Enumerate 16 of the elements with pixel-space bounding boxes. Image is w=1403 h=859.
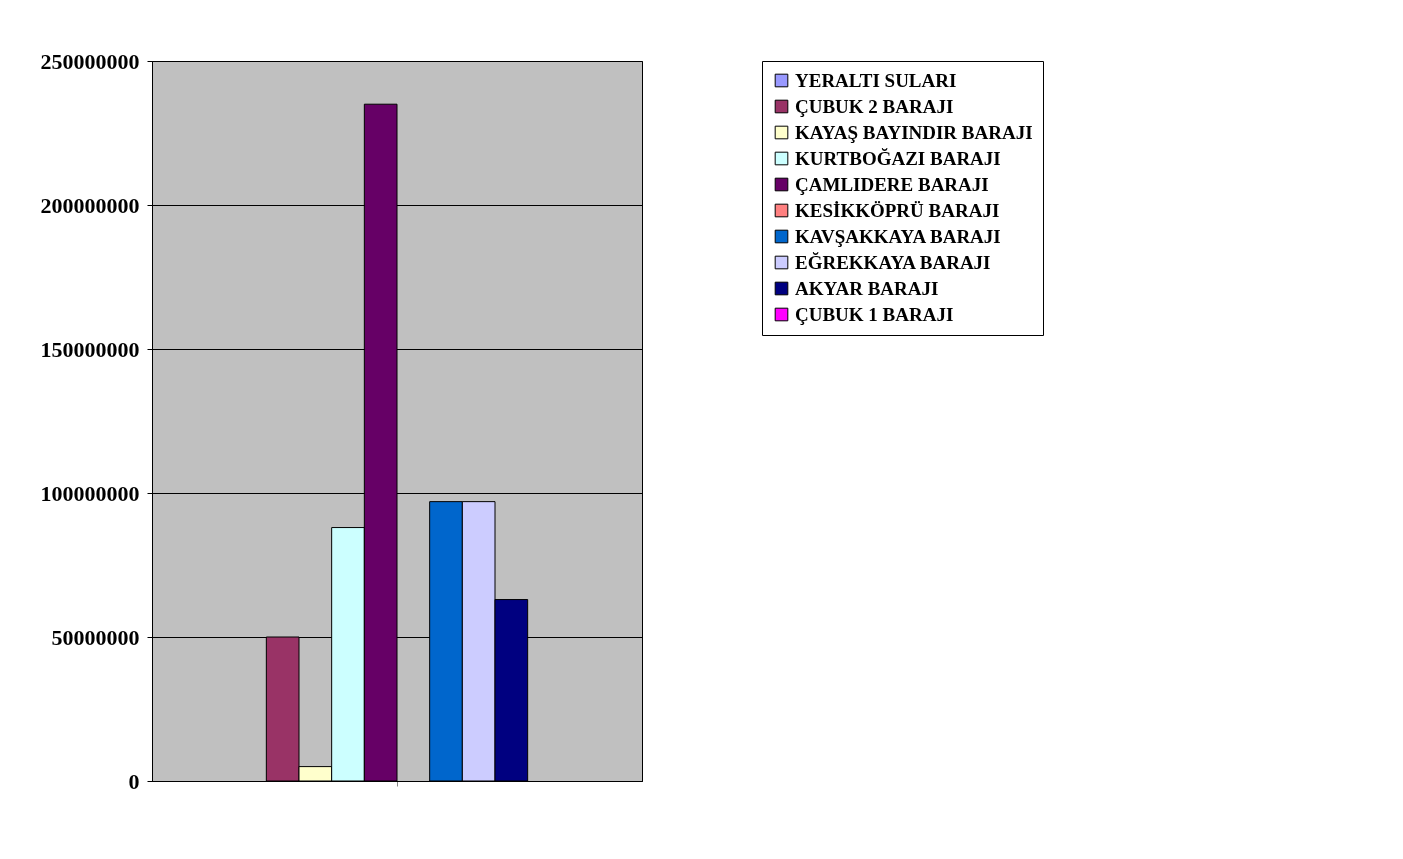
y-tick-label: 100000000 bbox=[40, 480, 140, 506]
legend-label: ÇAMLIDERE BARAJI bbox=[795, 173, 989, 195]
legend-label: ÇUBUK 2 BARAJI bbox=[795, 95, 954, 117]
y-tick-label: 250000000 bbox=[40, 48, 140, 74]
legend-label: YERALTI SULARI bbox=[795, 69, 957, 91]
legend-label: KAYAŞ BAYINDIR BARAJI bbox=[795, 121, 1033, 143]
y-tick-label: 50000000 bbox=[51, 624, 140, 650]
legend-label: ÇUBUK 1 BARAJI bbox=[795, 303, 954, 325]
y-tick-label: 0 bbox=[128, 768, 140, 794]
legend-label: EĞREKKAYA BARAJI bbox=[795, 251, 991, 273]
legend-label: KESİKKÖPRÜ BARAJI bbox=[795, 199, 1000, 221]
legend-label: KURTBOĞAZI BARAJI bbox=[795, 147, 1001, 169]
legend-label: AKYAR BARAJI bbox=[795, 277, 939, 299]
y-tick-label: 200000000 bbox=[40, 192, 140, 218]
legend-label: KAVŞAKKAYA BARAJI bbox=[795, 225, 1001, 247]
y-tick-label: 150000000 bbox=[40, 336, 140, 362]
